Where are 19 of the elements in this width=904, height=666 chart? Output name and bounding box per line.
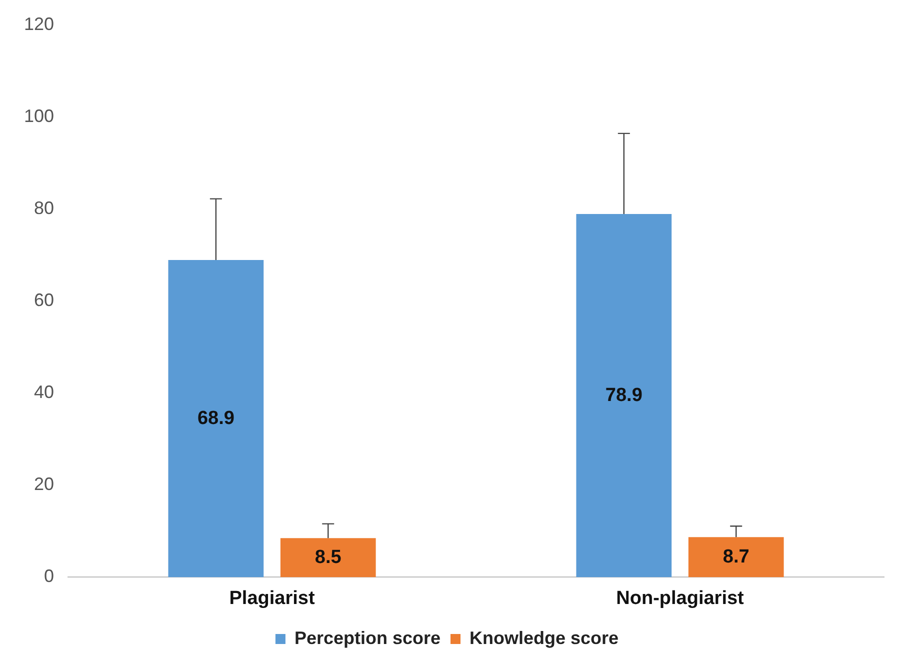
- x-tick-label: Non-plagiarist: [616, 588, 745, 609]
- bar: [576, 214, 672, 578]
- data-label: 78.9: [605, 384, 642, 406]
- y-tick-label: 40: [34, 382, 54, 402]
- legend-label: Perception score: [294, 628, 441, 648]
- bar: [168, 260, 264, 578]
- y-tick-label: 20: [34, 474, 54, 494]
- y-tick-label: 100: [24, 106, 54, 126]
- data-label: 8.5: [314, 546, 342, 568]
- bar: [280, 538, 376, 578]
- x-tick-label: Plagiarist: [229, 588, 316, 609]
- y-tick-label: 120: [24, 14, 54, 34]
- legend-label: Knowledge score: [470, 628, 619, 648]
- bar: [688, 537, 784, 578]
- y-tick-label: 80: [34, 198, 54, 218]
- data-label: 8.7: [722, 546, 750, 568]
- data-label: 68.9: [197, 408, 234, 429]
- y-tick-label: 60: [34, 290, 54, 310]
- y-tick-label: 0: [44, 566, 54, 586]
